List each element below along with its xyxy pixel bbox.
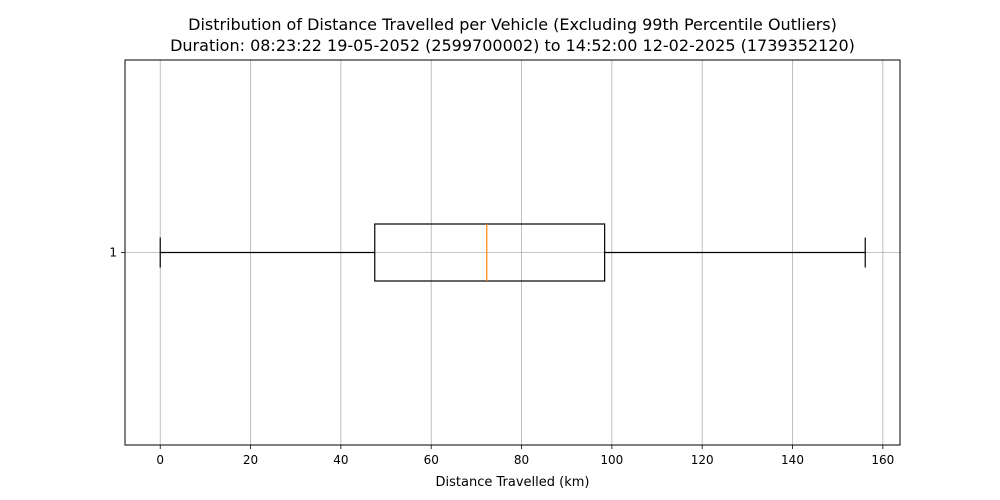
- y-axis-ticks: 1: [109, 246, 125, 260]
- x-tick-label: 160: [871, 453, 894, 467]
- interquartile-box: [374, 223, 606, 282]
- x-tick-label: 0: [156, 453, 164, 467]
- x-axis-label: Distance Travelled (km): [436, 475, 590, 490]
- x-tick-label: 60: [424, 453, 439, 467]
- x-tick-label: 40: [333, 453, 348, 467]
- x-tick-label: 140: [781, 453, 804, 467]
- x-tick-label: 80: [514, 453, 529, 467]
- x-tick-label: 120: [691, 453, 714, 467]
- x-tick-label: 20: [243, 453, 258, 467]
- x-tick-label: 100: [600, 453, 623, 467]
- chart-subtitle: Duration: 08:23:22 19-05-2052 (259970000…: [170, 36, 855, 55]
- y-tick-label: 1: [109, 246, 117, 260]
- chart-title: Distribution of Distance Travelled per V…: [188, 15, 837, 34]
- x-axis-ticks: 0 20 40 60 80 100 120 140 160: [156, 445, 894, 467]
- box-series: [159, 223, 866, 282]
